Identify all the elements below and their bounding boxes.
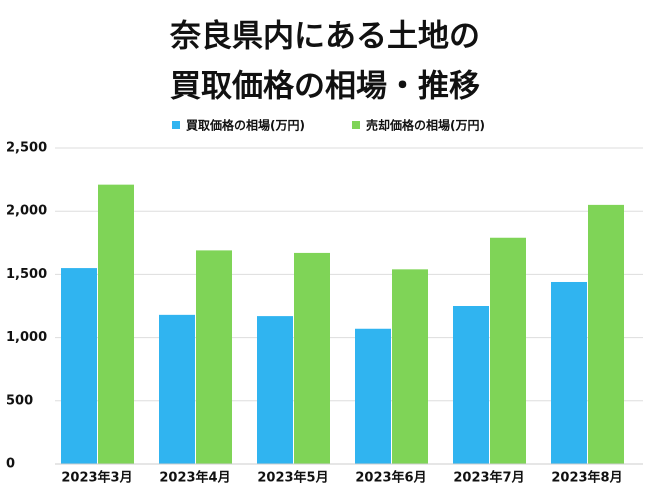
x-tick-label: 2023年8月 [551, 470, 622, 486]
bar [551, 281, 587, 464]
y-tick-label: 1,000 [6, 330, 47, 345]
chart-title: 買取価格の相場・推移 [170, 69, 480, 105]
chart-title: 奈良県内にある土地の [169, 19, 480, 55]
bar [61, 268, 97, 464]
bar [159, 314, 195, 464]
bar [588, 204, 624, 464]
bar [355, 328, 391, 464]
y-tick-label: 1,500 [6, 267, 47, 282]
legend-swatch [352, 121, 360, 129]
y-tick-label: 0 [6, 457, 15, 472]
bar [257, 316, 293, 464]
legend-swatch [172, 121, 180, 129]
bar [294, 252, 330, 464]
x-tick-label: 2023年4月 [159, 470, 230, 486]
legend-label: 買取価格の相場(万円) [186, 118, 305, 133]
x-tick-label: 2023年3月 [61, 470, 132, 486]
x-tick-label: 2023年5月 [257, 470, 328, 486]
y-tick-label: 500 [6, 393, 33, 408]
bar [490, 237, 526, 464]
x-tick-label: 2023年6月 [355, 470, 426, 486]
y-tick-label: 2,000 [6, 204, 47, 219]
bar [453, 306, 489, 464]
legend-label: 売却価格の相場(万円) [366, 118, 485, 133]
bar [196, 250, 232, 464]
bar [392, 269, 428, 464]
bar [98, 184, 134, 464]
y-tick-label: 2,500 [6, 141, 47, 156]
x-tick-label: 2023年7月 [453, 470, 524, 486]
